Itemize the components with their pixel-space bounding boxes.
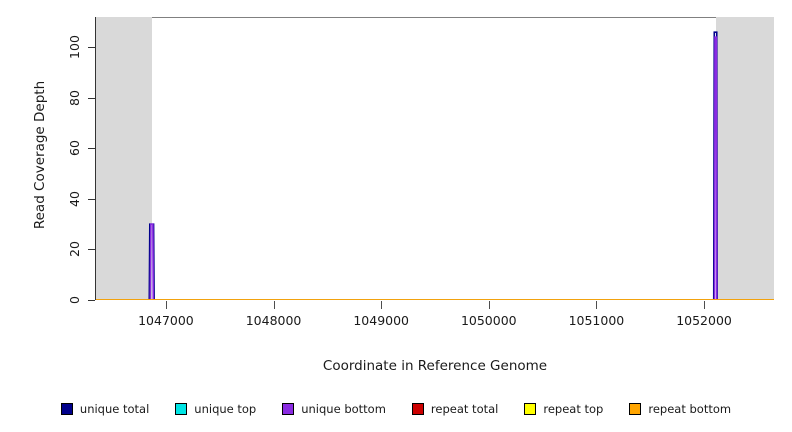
chart-legend: unique total unique top unique bottom repea…: [0, 398, 792, 420]
y-axis-tick: [88, 148, 95, 150]
y-axis-tick: [88, 249, 95, 251]
legend-swatch-icon: [175, 403, 188, 415]
legend-item[interactable]: unique total: [60, 402, 150, 416]
y-axis-tick-label: 80: [67, 89, 82, 106]
legend-item[interactable]: repeat total: [411, 402, 499, 416]
legend-label: repeat total: [430, 402, 499, 416]
x-axis-tick: [596, 301, 598, 309]
y-axis-tick-label: 0: [67, 296, 82, 304]
legend-swatch-icon: [524, 403, 537, 415]
repeat-region-right: [715, 17, 774, 300]
plot-area: [96, 17, 774, 300]
y-axis-tick: [88, 198, 95, 200]
legend-item[interactable]: unique bottom: [282, 402, 386, 416]
legend-label: repeat top: [543, 402, 604, 416]
x-axis-tick: [704, 301, 706, 309]
x-axis-tick-label: 1048000: [245, 313, 302, 328]
series-unique-total: [96, 32, 774, 300]
legend-swatch-icon: [411, 403, 424, 415]
series-unique-bottom: [96, 37, 774, 300]
legend-swatch-icon: [629, 403, 642, 415]
legend-label: repeat bottom: [648, 402, 732, 416]
legend-label: unique bottom: [301, 402, 386, 416]
x-axis-tick-label: 1052000: [676, 313, 732, 328]
legend-label: unique top: [194, 402, 257, 416]
y-axis-tick: [88, 97, 95, 99]
y-axis-tick-label: 40: [67, 190, 82, 207]
plot-top-border: [96, 17, 774, 18]
x-axis-tick: [273, 301, 275, 309]
x-axis-tick-label: 1050000: [460, 313, 517, 328]
legend-item[interactable]: repeat bottom: [629, 402, 731, 416]
y-axis-tick: [88, 300, 95, 301]
y-axis-tick: [88, 47, 95, 49]
y-axis-tick-label: 60: [67, 140, 82, 157]
x-axis-tick-label: 1051000: [568, 313, 625, 328]
y-axis-line: [95, 17, 96, 300]
y-axis-tick-label: 100: [67, 35, 82, 60]
legend-item[interactable]: repeat top: [524, 402, 603, 416]
x-axis-title: Coordinate in Reference Genome: [322, 358, 548, 374]
legend-label: unique total: [79, 402, 150, 416]
legend-swatch-icon: [282, 403, 295, 415]
x-axis-tick: [488, 301, 490, 309]
legend-swatch-icon: [60, 403, 73, 415]
repeat-region-left: [96, 17, 152, 300]
y-axis-tick-label: 20: [67, 241, 82, 258]
x-axis-tick-label: 1049000: [353, 313, 410, 328]
x-axis-tick: [381, 301, 383, 309]
x-axis-tick-label: 1047000: [138, 313, 194, 328]
data-series-layer: [96, 17, 774, 300]
y-axis-title: Read Coverage Depth: [32, 80, 48, 230]
legend-item[interactable]: unique top: [175, 402, 256, 416]
x-axis-tick: [165, 301, 167, 309]
